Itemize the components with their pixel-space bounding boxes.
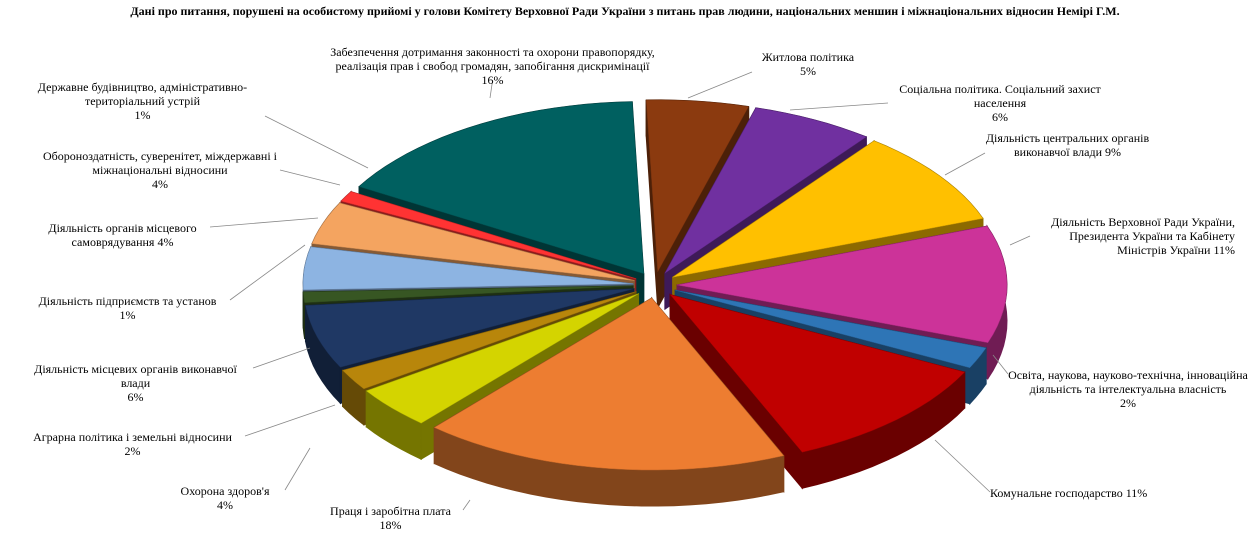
data-label: Забезпечення дотримання законності та ох… <box>310 45 675 87</box>
leader-line <box>934 439 991 493</box>
value-label: 6% <box>992 110 1008 124</box>
category-label: Комунальне господарство <box>990 486 1123 500</box>
value-label: 1% <box>119 308 136 322</box>
category-label: Соціальна політика. Соціальний захист на… <box>899 82 1101 110</box>
value-label: 4% <box>157 235 174 249</box>
category-label: Охорона здоров'я <box>180 484 270 498</box>
leader-line <box>229 244 306 301</box>
leader-line <box>489 80 493 99</box>
slice <box>340 191 636 279</box>
slice <box>302 246 634 291</box>
value-label: 6% <box>127 390 144 404</box>
slice <box>311 202 635 281</box>
data-label: Соціальна політика. Соціальний захист на… <box>888 82 1112 124</box>
data-label: Праця і заробітна плата 18% <box>318 504 463 532</box>
category-label: Забезпечення дотримання законності та ох… <box>330 45 655 73</box>
leader-line <box>279 169 341 186</box>
leader-line <box>284 447 311 491</box>
value-label: 4% <box>217 498 233 512</box>
data-label: Державне будівництво, адміністративно-те… <box>20 80 265 122</box>
category-label: Аграрна політика і земельні відносини <box>33 430 232 444</box>
slice <box>669 294 966 453</box>
slice <box>358 101 645 275</box>
leader-line <box>264 115 369 169</box>
value-label: 16% <box>481 73 504 87</box>
category-label: Житлова політика <box>761 50 855 64</box>
chart-title: Дані про питання, порушені на особистому… <box>130 4 1120 18</box>
slice <box>365 293 639 424</box>
data-label: Діяльність центральних органів виконавчо… <box>985 131 1150 159</box>
leader-line <box>992 354 1009 375</box>
value-label: 9% <box>1104 145 1121 159</box>
slice <box>342 291 637 390</box>
data-label: Діяльність органів місцевого самоврядува… <box>35 221 210 249</box>
slice <box>433 297 785 471</box>
leader-line <box>244 404 336 437</box>
slice <box>672 140 984 278</box>
slice <box>664 107 867 274</box>
data-label: Діяльність Верховної Ради України, Прези… <box>1030 215 1235 257</box>
data-label: Обороноздатність, суверенітет, міждержав… <box>40 149 280 191</box>
slice <box>676 225 1008 343</box>
data-label: Освіта, наукова, науково-технічна, іннов… <box>1008 368 1248 410</box>
leader-line <box>789 102 889 111</box>
category-label: Обороноздатність, суверенітет, міждержав… <box>43 149 277 177</box>
slice <box>302 285 634 303</box>
value-label: 1% <box>134 108 151 122</box>
data-label: Комунальне господарство 11% <box>990 486 1170 500</box>
value-label: 4% <box>152 177 168 191</box>
category-label: Праця і заробітна плата <box>330 504 451 518</box>
slice <box>645 99 749 273</box>
category-label: Державне будівництво, адміністративно-те… <box>37 80 248 108</box>
leader-line <box>1009 235 1031 246</box>
data-label: Аграрна політика і земельні відносини 2% <box>20 430 245 458</box>
data-label: Охорона здоров'я 4% <box>165 484 285 512</box>
leader-line <box>209 217 319 228</box>
leader-line <box>252 347 311 369</box>
value-label: 11% <box>1125 486 1148 500</box>
slice-group <box>433 296 785 507</box>
category-label: Діяльність центральних органів виконавчо… <box>985 131 1150 159</box>
category-label: Освіта, наукова, науково-технічна, іннов… <box>1008 368 1248 396</box>
data-label: Житлова політика 5% <box>752 50 864 78</box>
leader-line <box>462 499 471 511</box>
value-label: 18% <box>379 518 402 532</box>
data-label: Діяльність підприємств та установ 1% <box>25 294 230 322</box>
value-label: 2% <box>1120 396 1136 410</box>
category-label: Діяльність місцевих органів виконавчої в… <box>34 362 237 390</box>
value-label: 5% <box>800 64 816 78</box>
category-label: Діяльність Верховної Ради України, Прези… <box>1051 215 1235 257</box>
category-label: Діяльність підприємств та установ <box>38 294 217 308</box>
leader-line <box>944 152 986 176</box>
category-label: Діяльність органів місцевого самоврядува… <box>48 221 197 249</box>
value-label: 2% <box>124 444 141 458</box>
leader-line <box>687 71 753 99</box>
slice <box>675 289 987 369</box>
value-label: 11% <box>1213 243 1235 257</box>
data-label: Діяльність місцевих органів виконавчої в… <box>18 362 253 404</box>
slice <box>305 288 634 368</box>
